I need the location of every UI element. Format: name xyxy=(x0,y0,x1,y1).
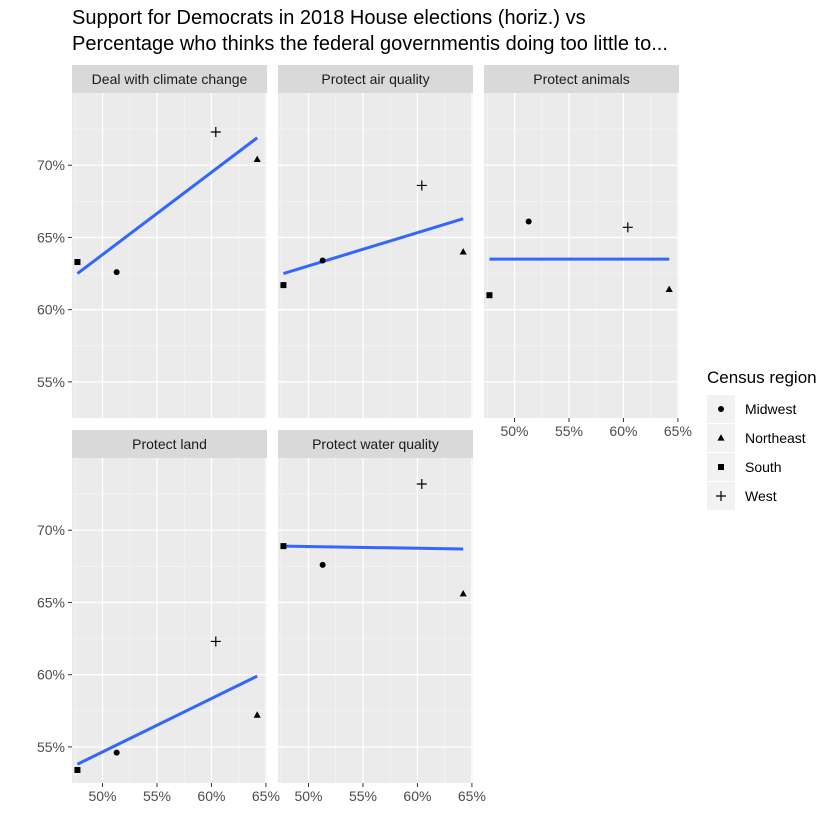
data-point-west xyxy=(210,636,221,647)
chart-title-line-2: Percentage who thinks the federal govern… xyxy=(72,33,668,55)
panel-protect-animals: Protect animals 50% 55% 60% 65% xyxy=(484,65,692,439)
trend-line xyxy=(76,136,259,275)
legend-item-midwest: Midwest xyxy=(707,395,796,423)
facet-strip xyxy=(484,65,679,93)
y-tick-label: 70% xyxy=(37,522,65,538)
x-tick-label: 65% xyxy=(252,788,280,804)
facet-strip-label: Deal with climate change xyxy=(92,71,248,87)
legend-label: Midwest xyxy=(745,401,796,417)
data-point-midwest xyxy=(319,257,326,264)
legend-symbol-northeast xyxy=(717,434,725,441)
facet-strip-label: Protect air quality xyxy=(321,71,429,87)
x-tick-label: 60% xyxy=(609,423,637,439)
panel-background xyxy=(484,93,679,418)
x-tick-label: 55% xyxy=(555,423,583,439)
trend-line xyxy=(283,217,464,275)
legend-label: South xyxy=(745,459,782,475)
data-point-northeast xyxy=(459,248,467,255)
data-point-south xyxy=(74,259,81,265)
panel-background xyxy=(72,93,267,418)
panel-protect-water-quality: Protect water quality 50% 55% 60% 65% xyxy=(278,430,486,804)
facet-strip xyxy=(72,430,267,458)
facet-strip xyxy=(278,430,473,458)
y-tick-label: 70% xyxy=(37,157,65,173)
chart-title-line-1: Support for Democrats in 2018 House elec… xyxy=(72,7,586,29)
data-point-west xyxy=(622,222,633,233)
data-point-midwest xyxy=(525,218,532,225)
x-tick-label: 50% xyxy=(88,788,116,804)
panel-protect-land: Protect land 55% 60% 65% 70% 50% 55% 60% 65% xyxy=(37,430,280,804)
facet-strip xyxy=(278,65,473,93)
legend-symbol-west xyxy=(716,491,726,501)
data-point-south xyxy=(486,292,493,299)
y-tick-label: 65% xyxy=(37,229,65,245)
panel-background xyxy=(278,93,473,418)
legend-label: West xyxy=(745,488,777,504)
x-tick-label: 60% xyxy=(197,788,225,804)
data-point-midwest xyxy=(113,269,120,276)
x-tick-label: 55% xyxy=(349,788,377,804)
y-tick-label: 55% xyxy=(37,739,65,755)
legend-title: Census region xyxy=(707,368,817,387)
facet-panels: Deal with climate change55%60%65%70%Prot… xyxy=(37,65,692,804)
facet-strip-label: Protect land xyxy=(132,436,207,452)
legend-item-south: South xyxy=(707,453,782,481)
panel-background xyxy=(278,458,473,783)
facet-strip xyxy=(72,65,267,93)
trend-line xyxy=(283,544,464,551)
y-tick-label: 65% xyxy=(37,594,65,610)
y-tick-label: 60% xyxy=(37,667,65,683)
y-tick-label: 55% xyxy=(37,374,65,390)
legend-item-west: West xyxy=(707,482,777,510)
data-point-northeast xyxy=(665,285,673,293)
facet-strip-label: Protect water quality xyxy=(312,436,439,452)
legend-symbol-south xyxy=(718,464,724,470)
data-point-northeast xyxy=(253,711,261,718)
data-point-south xyxy=(280,543,287,550)
legend-symbol-midwest xyxy=(718,406,724,412)
x-tick-label: 65% xyxy=(458,788,486,804)
data-point-west xyxy=(416,180,427,191)
data-point-south xyxy=(74,767,81,773)
y-tick-label: 60% xyxy=(37,302,65,318)
legend: Census region Midwest Northeast South West xyxy=(707,368,817,510)
x-tick-label: 60% xyxy=(403,788,431,804)
data-point-midwest xyxy=(113,749,120,756)
x-tick-label: 50% xyxy=(294,788,322,804)
legend-item-northeast: Northeast xyxy=(707,424,806,452)
legend-label: Northeast xyxy=(745,430,806,446)
facet-strip-label: Protect animals xyxy=(533,71,629,87)
panel-deal-with-climate-change: Deal with climate change 55% 60% 65% 70% xyxy=(37,65,267,418)
trend-line xyxy=(76,674,258,766)
data-point-midwest xyxy=(319,561,326,568)
panel-protect-air-quality: Protect air quality xyxy=(278,65,473,418)
data-point-west xyxy=(210,127,221,137)
x-tick-label: 65% xyxy=(664,423,692,439)
data-point-south xyxy=(280,282,287,289)
data-point-west xyxy=(416,479,427,489)
data-point-northeast xyxy=(459,589,467,597)
data-point-northeast xyxy=(253,155,261,163)
x-tick-label: 55% xyxy=(143,788,171,804)
panel-background xyxy=(72,458,267,783)
x-tick-label: 50% xyxy=(500,423,528,439)
